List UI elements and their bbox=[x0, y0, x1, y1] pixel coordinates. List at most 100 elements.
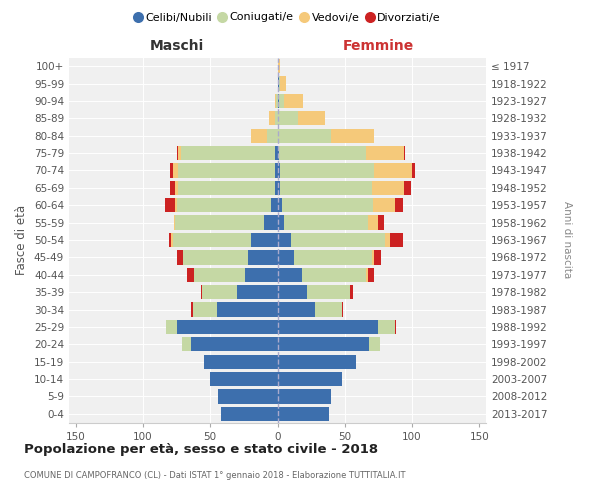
Legend: Celibi/Nubili, Coniugati/e, Vedovi/e, Divorziati/e: Celibi/Nubili, Coniugati/e, Vedovi/e, Di… bbox=[131, 8, 445, 27]
Bar bbox=[277, 320, 379, 334]
Bar bbox=[369, 337, 380, 351]
Text: Popolazione per età, sesso e stato civile - 2018: Popolazione per età, sesso e stato civil… bbox=[24, 442, 378, 456]
Bar bbox=[391, 233, 403, 247]
Bar bbox=[291, 233, 385, 247]
Bar bbox=[175, 198, 176, 212]
Bar bbox=[264, 216, 277, 230]
Bar bbox=[166, 320, 176, 334]
Bar bbox=[298, 111, 325, 126]
Bar bbox=[178, 146, 181, 160]
Bar bbox=[251, 128, 267, 143]
Bar bbox=[178, 164, 275, 177]
Bar bbox=[275, 164, 277, 177]
Bar bbox=[169, 233, 171, 247]
Bar bbox=[276, 94, 277, 108]
Bar bbox=[171, 233, 173, 247]
Bar bbox=[277, 250, 293, 264]
Bar bbox=[277, 372, 342, 386]
Bar bbox=[201, 285, 202, 300]
Bar bbox=[202, 285, 237, 300]
Bar bbox=[404, 180, 410, 195]
Bar bbox=[173, 164, 178, 177]
Bar bbox=[404, 146, 405, 160]
Bar bbox=[173, 233, 251, 247]
Bar bbox=[203, 354, 277, 369]
Bar bbox=[280, 180, 371, 195]
Bar bbox=[191, 337, 277, 351]
Bar bbox=[277, 406, 329, 421]
Bar bbox=[193, 302, 217, 316]
Bar bbox=[371, 180, 404, 195]
Bar bbox=[175, 180, 178, 195]
Bar bbox=[385, 233, 391, 247]
Bar bbox=[248, 250, 277, 264]
Bar bbox=[217, 302, 277, 316]
Bar bbox=[368, 268, 374, 282]
Bar bbox=[284, 216, 368, 230]
Bar bbox=[277, 180, 280, 195]
Bar bbox=[395, 198, 403, 212]
Bar bbox=[412, 164, 415, 177]
Bar bbox=[277, 285, 307, 300]
Bar bbox=[281, 198, 373, 212]
Bar bbox=[277, 198, 281, 212]
Bar bbox=[191, 302, 193, 316]
Bar bbox=[277, 354, 356, 369]
Bar bbox=[267, 128, 277, 143]
Bar bbox=[176, 250, 184, 264]
Bar bbox=[237, 285, 277, 300]
Bar bbox=[277, 94, 279, 108]
Bar bbox=[342, 302, 343, 316]
Bar bbox=[395, 320, 396, 334]
Bar bbox=[279, 76, 280, 90]
Bar bbox=[374, 164, 412, 177]
Bar bbox=[277, 268, 302, 282]
Bar bbox=[277, 164, 280, 177]
Bar bbox=[271, 198, 277, 212]
Bar bbox=[368, 216, 379, 230]
Bar bbox=[366, 268, 368, 282]
Bar bbox=[277, 216, 284, 230]
Bar bbox=[164, 198, 175, 212]
Bar bbox=[277, 302, 315, 316]
Bar bbox=[269, 111, 275, 126]
Bar bbox=[284, 94, 303, 108]
Bar bbox=[315, 302, 342, 316]
Bar bbox=[277, 111, 298, 126]
Bar bbox=[379, 216, 384, 230]
Bar bbox=[187, 268, 194, 282]
Bar bbox=[277, 76, 279, 90]
Bar bbox=[275, 111, 277, 126]
Bar bbox=[350, 285, 353, 300]
Bar bbox=[277, 390, 331, 404]
Bar bbox=[277, 59, 280, 74]
Bar bbox=[277, 146, 279, 160]
Bar bbox=[176, 320, 277, 334]
Bar bbox=[170, 164, 173, 177]
Bar bbox=[175, 216, 264, 230]
Bar bbox=[184, 250, 248, 264]
Text: COMUNE DI CAMPOFRANCO (CL) - Dati ISTAT 1° gennaio 2018 - Elaborazione TUTTITALI: COMUNE DI CAMPOFRANCO (CL) - Dati ISTAT … bbox=[24, 470, 406, 480]
Bar bbox=[194, 268, 245, 282]
Bar bbox=[277, 337, 369, 351]
Bar bbox=[178, 180, 275, 195]
Bar bbox=[176, 198, 271, 212]
Bar bbox=[245, 268, 277, 282]
Bar bbox=[371, 250, 374, 264]
Y-axis label: Anni di nascita: Anni di nascita bbox=[562, 202, 571, 278]
Bar bbox=[280, 164, 374, 177]
Bar bbox=[176, 146, 178, 160]
Bar bbox=[275, 180, 277, 195]
Bar bbox=[218, 390, 277, 404]
Bar bbox=[293, 250, 371, 264]
Bar bbox=[279, 94, 284, 108]
Bar bbox=[374, 250, 381, 264]
Bar bbox=[379, 320, 395, 334]
Bar bbox=[275, 94, 276, 108]
Bar bbox=[210, 372, 277, 386]
Bar bbox=[182, 337, 191, 351]
Bar bbox=[331, 128, 374, 143]
Bar bbox=[307, 285, 350, 300]
Bar bbox=[275, 146, 277, 160]
Bar bbox=[181, 146, 275, 160]
